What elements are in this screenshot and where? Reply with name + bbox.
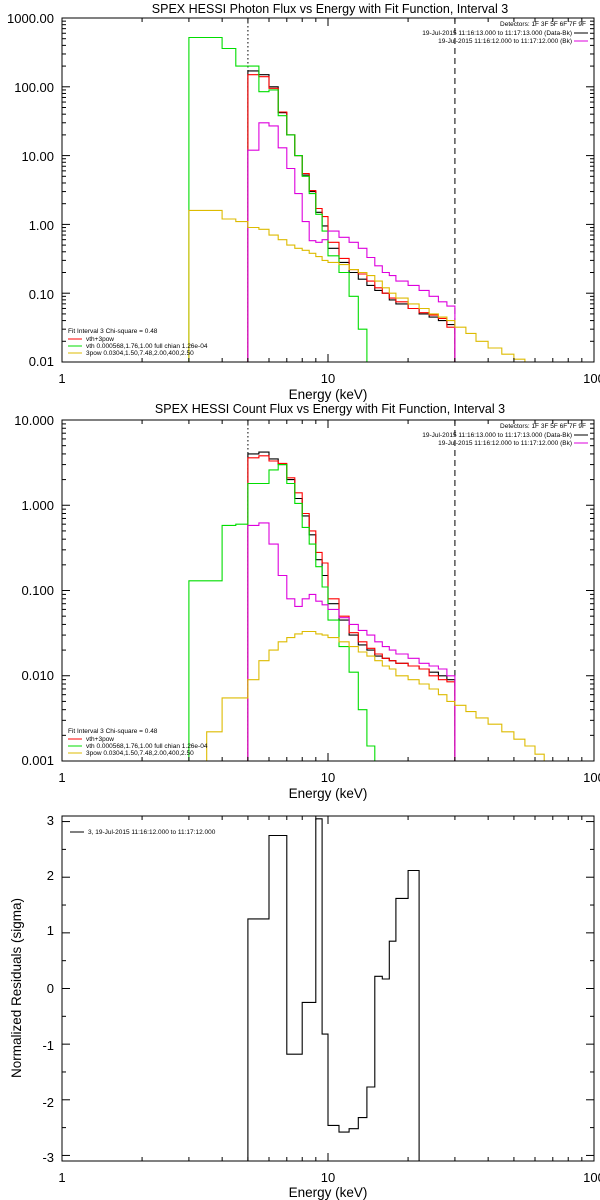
count-flux-ticks (61, 420, 594, 762)
series-3-line (188, 36, 383, 363)
y-tick-label: 1000.00 (7, 11, 54, 26)
y-tick-label: 10.000 (14, 413, 54, 428)
x-tick-label: 100 (583, 1170, 600, 1185)
photon-flux-ticks (61, 18, 594, 363)
detectors-label: Detectors: 1F 3F 5F 6F 7F 9F (500, 21, 586, 28)
x-tick-label: 100 (583, 371, 600, 386)
legend-entry: 3, 19-Jul-2015 11:16:12.000 to 11:17:12.… (88, 829, 216, 836)
series-4-line (247, 522, 456, 761)
photon-flux-plot-area (188, 18, 535, 363)
photon-flux-y-tick-labels: 1000.00 100.00 10.00 1.00 0.10 0.01 (7, 11, 54, 369)
y-tick-label: 10.00 (21, 149, 54, 164)
count-flux-x-axis-label: Energy (keV) (289, 786, 368, 801)
x-tick-label: 10 (321, 371, 335, 386)
y-tick-label: -3 (42, 1150, 54, 1165)
bk-interval-label: 19-Jul-2015 11:16:12.000 to 11:17:12.000… (438, 440, 572, 447)
count-flux-panel: SPEX HESSI Count Flux vs Energy with Fit… (14, 402, 600, 801)
legend-entry: 3pow 0.0304,1.50,7.48,2.00,400,2.50 (86, 750, 194, 757)
x-tick-label: 1 (58, 770, 65, 785)
residuals-y-axis-label: Normalized Residuals (sigma) (9, 898, 24, 1078)
series-1-line (247, 70, 456, 362)
y-tick-label: 0 (47, 981, 54, 996)
series-4-line (247, 122, 456, 362)
residuals-legend: 3, 19-Jul-2015 11:16:12.000 to 11:17:12.… (70, 829, 216, 836)
y-tick-label: 3 (47, 813, 54, 828)
count-flux-info: Detectors: 1F 3F 5F 6F 7F 9F 19-Jul-2015… (422, 423, 588, 447)
residuals-plot-area (247, 818, 420, 1161)
residuals-panel: 3 2 1 0 -1 -2 -3 1 10 100 Energy (keV) N… (9, 813, 600, 1200)
x-tick-label: 100 (583, 770, 600, 785)
y-tick-label: -1 (42, 1038, 54, 1053)
series-5-line (188, 630, 561, 762)
y-tick-label: 100.00 (14, 80, 54, 95)
residuals-y-tick-labels: 3 2 1 0 -1 -2 -3 (42, 813, 54, 1165)
y-tick-label: 0.100 (21, 583, 54, 598)
y-tick-label: 1.00 (29, 218, 54, 233)
x-tick-label: 1 (58, 371, 65, 386)
bk-interval-label: 19-Jul-2015 11:16:12.000 to 11:17:12.000… (438, 38, 572, 45)
count-flux-x-tick-labels: 1 10 100 (58, 770, 600, 785)
photon-flux-info: Detectors: 1F 3F 5F 6F 7F 9F 19-Jul-2015… (422, 21, 588, 45)
y-tick-label: 0.001 (21, 753, 54, 768)
legend-entry: 3pow 0.0304,1.50,7.48,2.00,400,2.50 (86, 350, 194, 357)
legend-header: Fit Interval 3 Chi-square = 0.48 (68, 328, 158, 335)
count-flux-plot-area (188, 420, 561, 762)
photon-flux-legend: Fit Interval 3 Chi-square = 0.48 vth+3po… (68, 328, 208, 357)
data-interval-label: 19-Jul-2015 11:16:13.000 to 11:17:13.000… (422, 432, 572, 439)
y-tick-label: 1.000 (21, 498, 54, 513)
series-1-line (247, 818, 420, 1161)
y-tick-label: 0.010 (21, 668, 54, 683)
series-2-line (247, 455, 456, 761)
series-3-line (188, 464, 383, 762)
residuals-ticks (61, 816, 594, 1161)
data-interval-label: 19-Jul-2015 11:16:13.000 to 11:17:13.000… (422, 30, 572, 37)
y-tick-label: 2 (47, 868, 54, 883)
y-tick-label: -2 (42, 1095, 54, 1110)
y-tick-label: 0.10 (29, 287, 54, 302)
count-flux-title: SPEX HESSI Count Flux vs Energy with Fit… (155, 402, 505, 416)
y-tick-label: 0.01 (29, 354, 54, 369)
photon-flux-panel: SPEX HESSI Photon Flux vs Energy with Fi… (7, 2, 600, 402)
residuals-x-axis-label: Energy (keV) (289, 1185, 368, 1200)
photon-flux-x-tick-labels: 1 10 100 (58, 371, 600, 386)
photon-flux-frame (61, 17, 595, 363)
x-tick-label: 10 (321, 770, 335, 785)
legend-entry: vth 0.000568,1.76,1.00 full chian 1.26e-… (86, 343, 208, 350)
detectors-label: Detectors: 1F 3F 5F 6F 7F 9F (500, 423, 586, 430)
count-flux-legend: Fit Interval 3 Chi-square = 0.48 vth+3po… (68, 728, 208, 757)
series-2-line (247, 74, 456, 362)
series-5-line (188, 209, 535, 363)
residuals-x-tick-labels: 1 10 100 (58, 1170, 600, 1185)
photon-flux-title: SPEX HESSI Photon Flux vs Energy with Fi… (152, 2, 508, 16)
x-tick-label: 1 (58, 1170, 65, 1185)
series-1-line (247, 451, 456, 761)
legend-header: Fit Interval 3 Chi-square = 0.48 (68, 728, 158, 735)
count-flux-y-tick-labels: 10.000 1.000 0.100 0.010 0.001 (14, 413, 54, 768)
legend-entry: vth+3pow (86, 736, 114, 743)
x-tick-label: 10 (321, 1170, 335, 1185)
legend-entry: vth 0.000568,1.76,1.00 full chian 1.26e-… (86, 743, 208, 750)
legend-entry: vth+3pow (86, 336, 114, 343)
y-tick-label: 1 (47, 923, 54, 938)
photon-flux-x-axis-label: Energy (keV) (289, 387, 368, 402)
